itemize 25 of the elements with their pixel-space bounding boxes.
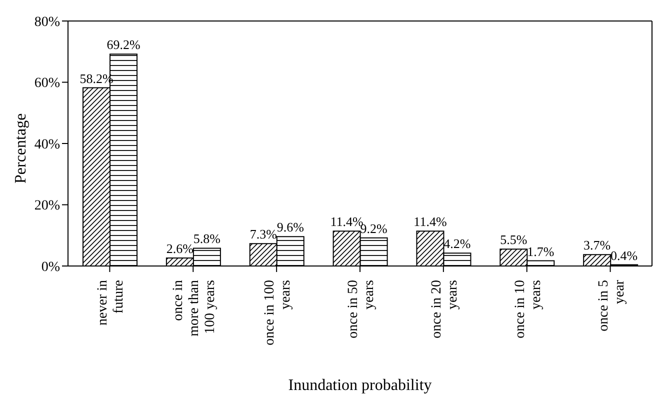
x-tick-label: once in 50 years xyxy=(346,280,377,338)
data-label: 69.2% xyxy=(106,37,140,52)
x-tick-label: never in future xyxy=(96,280,127,326)
y-tick-label: 20% xyxy=(34,198,60,214)
y-axis-title: Percentage xyxy=(12,113,30,184)
data-label: 11.4% xyxy=(414,214,447,230)
x-axis-title: Inundation probability xyxy=(288,377,432,394)
x-tick-label: once in 20 years xyxy=(429,280,460,338)
y-tick-label: 80% xyxy=(34,14,60,30)
x-tick-label: once in more than 100 years xyxy=(171,280,218,336)
data-label: 5.8% xyxy=(193,231,221,246)
y-tick-label: 0% xyxy=(41,260,60,275)
y-tick-label: 60% xyxy=(34,76,60,92)
data-label: 0.4% xyxy=(610,248,638,263)
x-tick-label: once in 5 year xyxy=(596,280,628,332)
x-tick-label: once in 10 years xyxy=(512,280,544,338)
y-tick-label: 40% xyxy=(34,137,60,152)
data-label: 7.3% xyxy=(250,226,278,242)
x-tick-label: once in 100 years xyxy=(262,280,294,346)
data-label: 4.2% xyxy=(444,236,471,252)
data-label: 9.6% xyxy=(276,220,304,235)
data-label: 2.6% xyxy=(166,241,194,256)
data-label: 5.5% xyxy=(500,232,528,248)
data-label: 1.7% xyxy=(527,244,554,259)
data-label: 3.7% xyxy=(584,238,611,253)
